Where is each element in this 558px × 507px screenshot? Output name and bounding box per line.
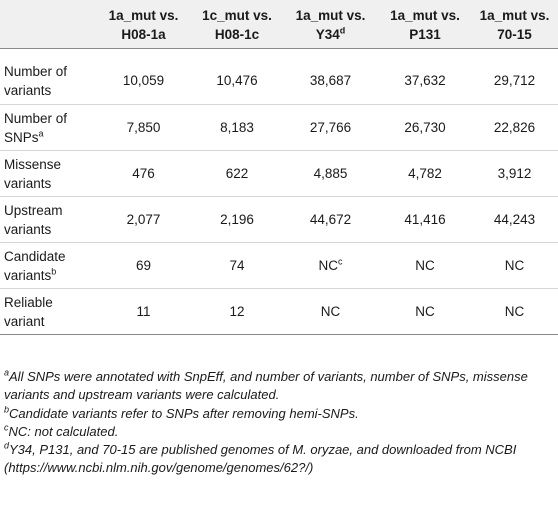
- table-footnotes: aAll SNPs were annotated with SnpEff, an…: [4, 368, 554, 478]
- table-cell: 44,243: [471, 196, 558, 243]
- variant-comparison-table: 1a_mut vs. H08-1a 1c_mut vs. H08-1c 1a_mut…: [0, 0, 558, 335]
- table-cell: 26,730: [379, 104, 471, 151]
- row-label-number-of-snps: Number of SNPsa: [0, 104, 95, 151]
- table-cell: 622: [192, 150, 282, 197]
- footnote-d: dY34, P131, and 70-15 are published geno…: [4, 440, 517, 476]
- table-row: Missense variants 476 622 4,885 4,782 3,9…: [0, 150, 558, 197]
- table-cell: 22,826: [471, 104, 558, 151]
- table-cell: 10,059: [95, 48, 192, 105]
- results-table-container: 1a_mut vs. H08-1a 1c_mut vs. H08-1c 1a_mut…: [0, 0, 558, 335]
- footnote-ref-a: a: [38, 128, 44, 138]
- table-cell: NC: [379, 288, 471, 335]
- table-cell: 2,077: [95, 196, 192, 243]
- header-cell-1c-vs-h08-1c: 1c_mut vs. H08-1c: [202, 8, 272, 42]
- footnote-ref-d: d: [339, 25, 346, 36]
- table-cell: 11: [95, 288, 192, 335]
- table-cell: 38,687: [282, 48, 379, 105]
- row-label-upstream-variants: Upstream variants: [0, 196, 95, 243]
- header-cell-1a-vs-p131: 1a_mut vs. P131: [390, 8, 460, 42]
- table-cell: 2,196: [192, 196, 282, 243]
- table-cell: 69: [95, 242, 192, 289]
- table-cell: 12: [192, 288, 282, 335]
- table-row: Candidate variantsb 69 74 NCc NC NC: [0, 242, 558, 289]
- header-cell-1a-vs-y34: 1a_mut vs. Y34d: [295, 8, 366, 42]
- table-cell: 4,782: [379, 150, 471, 197]
- row-label-missense-variants: Missense variants: [0, 150, 95, 197]
- header-cell-empty: [0, 0, 95, 49]
- table-cell: 3,912: [471, 150, 558, 197]
- header-cell-1a-vs-h08-1a: 1a_mut vs. H08-1a: [108, 8, 179, 42]
- table-cell: 74: [192, 242, 282, 289]
- table-row: Reliable variant 11 12 NC NC NC: [0, 288, 558, 335]
- row-label-number-of-variants: Number of variants: [0, 48, 95, 105]
- row-label-candidate-variants: Candidate variantsb: [0, 242, 95, 289]
- footnote-b: bCandidate variants refer to SNPs after …: [4, 404, 359, 421]
- table-cell: 44,672: [282, 196, 379, 243]
- table-cell: NC: [471, 288, 558, 335]
- table-cell: NC: [471, 242, 558, 289]
- footnote-ref-b: b: [51, 266, 57, 276]
- table-cell: 37,632: [379, 48, 471, 105]
- table-cell: 41,416: [379, 196, 471, 243]
- table-cell: NC: [282, 288, 379, 335]
- table-cell: 4,885: [282, 150, 379, 197]
- table-cell: 7,850: [95, 104, 192, 151]
- table-header-row: 1a_mut vs. H08-1a 1c_mut vs. H08-1c 1a_mut…: [0, 0, 558, 49]
- table-cell: 476: [95, 150, 192, 197]
- footnote-c: cNC: not calculated.: [4, 422, 119, 439]
- table-cell: NC: [379, 242, 471, 289]
- table-row: Number of SNPsa 7,850 8,183 27,766 26,730…: [0, 104, 558, 151]
- table-cell: 29,712: [471, 48, 558, 105]
- table-cell: 10,476: [192, 48, 282, 105]
- footnote-ref-c: c: [338, 256, 343, 267]
- table-cell: 27,766: [282, 104, 379, 151]
- row-label-reliable-variant: Reliable variant: [0, 288, 95, 335]
- table-cell: 8,183: [192, 104, 282, 151]
- header-cell-1a-vs-70-15: 1a_mut vs. 70-15: [479, 8, 550, 42]
- footnote-a: aAll SNPs were annotated with SnpEff, an…: [4, 367, 528, 403]
- table-row: Number of variants 10,059 10,476 38,687 3…: [0, 48, 558, 105]
- table-cell: NCc: [282, 242, 379, 289]
- table-row: Upstream variants 2,077 2,196 44,672 41,4…: [0, 196, 558, 243]
